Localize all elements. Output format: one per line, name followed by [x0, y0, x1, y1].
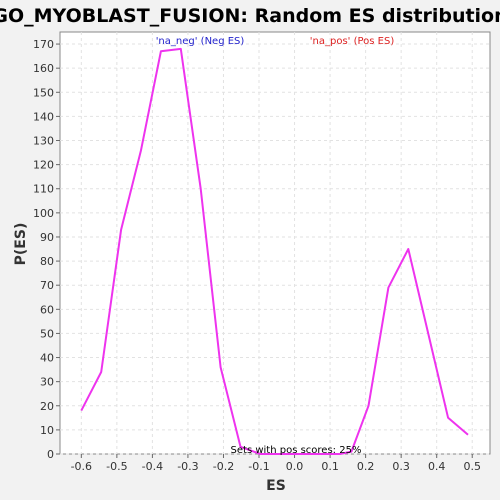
y-tick-label: 0	[47, 448, 54, 461]
x-tick-label: -0.6	[71, 460, 92, 473]
x-tick-label: 0.5	[463, 460, 481, 473]
x-tick-label: -0.5	[106, 460, 127, 473]
y-tick-label: 100	[33, 207, 54, 220]
y-axis: 0 10 20 30 40 50 60 70 80 90 100 110 120 130 140 150 160…	[33, 38, 60, 461]
y-tick-label: 80	[40, 255, 54, 268]
y-tick-label: 90	[40, 231, 54, 244]
y-tick-label: 120	[33, 159, 54, 172]
chart-title: GO_MYOBLAST_FUSION: Random ES distributi…	[0, 5, 500, 27]
y-tick-label: 140	[33, 110, 54, 123]
y-tick-label: 40	[40, 352, 54, 365]
legend-pos: 'na_pos' (Pos ES)	[310, 36, 395, 47]
x-tick-label: 0.3	[392, 460, 410, 473]
x-tick-label: 0.4	[428, 460, 446, 473]
x-tick-label: 0.2	[357, 460, 375, 473]
y-axis-label: P(ES)	[13, 223, 29, 266]
y-tick-label: 20	[40, 400, 54, 413]
x-tick-label: -0.4	[142, 460, 163, 473]
y-tick-label: 130	[33, 135, 54, 148]
x-axis: -0.6 -0.5 -0.4 -0.3 -0.2 -0.1 0.0 0.1 0.2 0.3 0.4 0…	[71, 454, 481, 473]
legend-neg: 'na_neg' (Neg ES)	[156, 36, 245, 47]
y-tick-label: 70	[40, 279, 54, 292]
annotation: Sets with pos scores: 25%	[231, 445, 362, 456]
y-tick-label: 50	[40, 327, 54, 340]
y-tick-label: 170	[33, 38, 54, 51]
y-tick-label: 110	[33, 183, 54, 196]
x-tick-label: 0.1	[321, 460, 339, 473]
x-axis-label: ES	[266, 478, 286, 494]
x-tick-label: -0.2	[213, 460, 234, 473]
x-tick-label: -0.1	[248, 460, 269, 473]
y-tick-label: 30	[40, 376, 54, 389]
x-tick-label: -0.3	[177, 460, 198, 473]
plot-area	[60, 32, 490, 454]
y-tick-label: 150	[33, 86, 54, 99]
x-tick-label: 0.0	[286, 460, 304, 473]
y-tick-label: 10	[40, 424, 54, 437]
y-tick-label: 60	[40, 303, 54, 316]
y-tick-label: 160	[33, 62, 54, 75]
